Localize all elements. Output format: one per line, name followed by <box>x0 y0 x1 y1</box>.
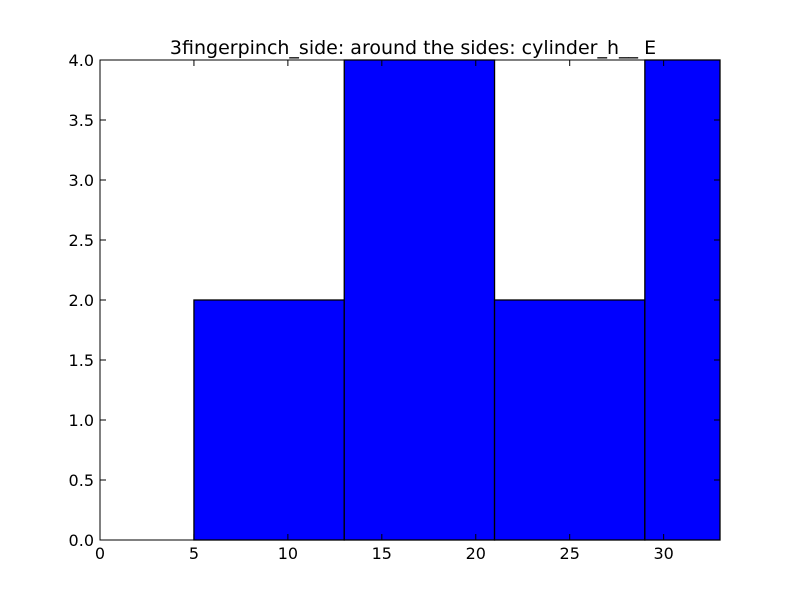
y-tick-label: 0.0 <box>69 531 94 550</box>
y-tick-label: 1.0 <box>69 411 94 430</box>
y-tick-label: 1.5 <box>69 351 94 370</box>
x-tick-label: 30 <box>653 544 673 563</box>
x-tick-label: 10 <box>278 544 298 563</box>
histogram-bar <box>493 299 646 541</box>
x-tick-label: 0 <box>95 544 105 563</box>
x-tick-label: 5 <box>189 544 199 563</box>
bars-group <box>193 59 721 541</box>
x-tick-label: 15 <box>372 544 392 563</box>
y-tick-label: 0.5 <box>69 471 94 490</box>
x-tick-label: 25 <box>560 544 580 563</box>
y-tick-label: 3.0 <box>69 171 94 190</box>
chart-title: 3fingerpinch_side: around the sides: cyl… <box>170 37 656 59</box>
histogram-bar <box>343 59 496 541</box>
y-axis: 0.0 0.5 1.0 1.5 2.0 2.5 3.0 3.5 4.0 <box>69 51 720 550</box>
x-tick-label: 20 <box>466 544 486 563</box>
y-tick-label: 3.5 <box>69 111 94 130</box>
y-tick-label: 4.0 <box>69 51 94 70</box>
histogram-bar <box>644 59 721 541</box>
y-tick-label: 2.0 <box>69 291 94 310</box>
histogram-bar <box>193 299 345 541</box>
x-axis: 0 5 10 15 20 25 30 <box>95 60 674 563</box>
y-tick-label: 2.5 <box>69 231 94 250</box>
